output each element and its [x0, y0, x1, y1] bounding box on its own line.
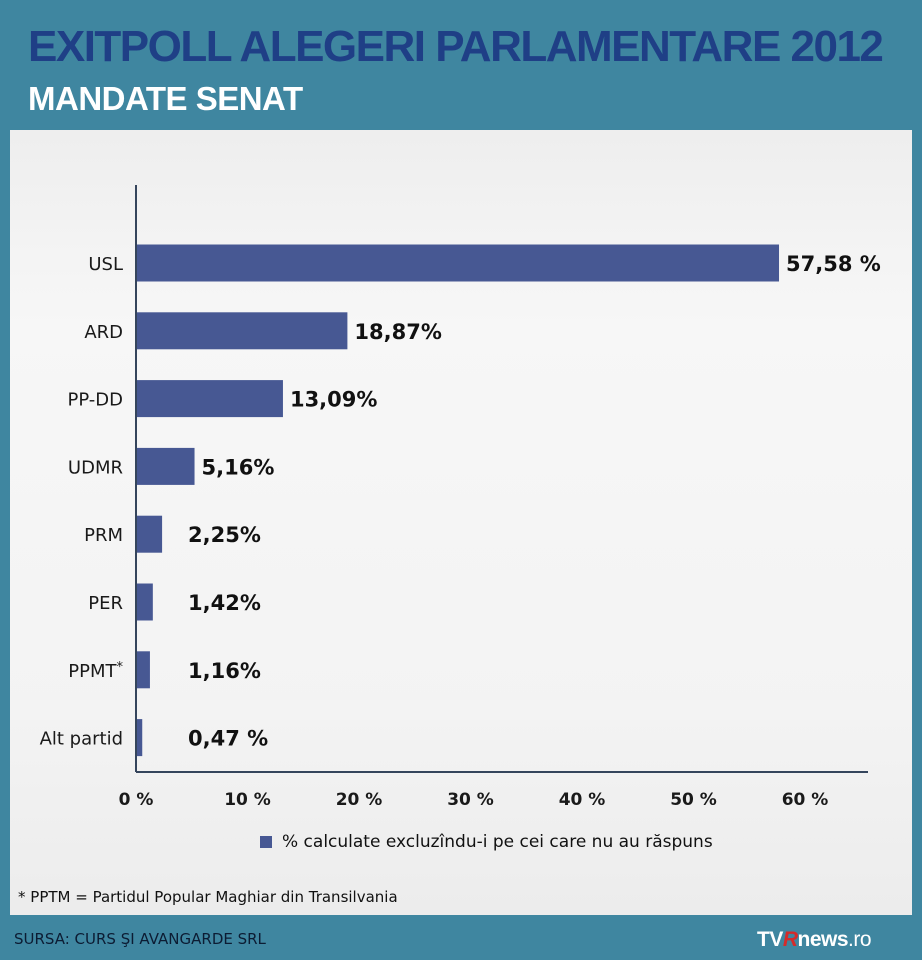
header: EXITPOLL ALEGERI PARLAMENTARE 2012 MANDA… [0, 0, 922, 130]
bar [137, 651, 150, 689]
category-marker: * [117, 660, 124, 675]
category-label: PRM [84, 525, 123, 546]
category-label: PER [88, 593, 123, 614]
bar [137, 515, 163, 553]
data-label: 18,87% [354, 320, 441, 344]
bar [137, 244, 780, 282]
category-label: UDMR [68, 457, 123, 478]
data-label: 57,58 % [786, 252, 881, 276]
x-tick-label: 20 % [336, 790, 383, 810]
bar [137, 719, 143, 757]
category-label: PP-DD [67, 390, 123, 411]
data-label: 0,47 % [188, 727, 268, 751]
chart-panel: 0 % 10 % 20 % 30 % 40 % 50 % 60 % USL 57,58 % ARD… [10, 130, 912, 915]
chart-title: EXITPOLL ALEGERI PARLAMENTARE 2012 [28, 22, 884, 71]
x-tick-label: 0 % [119, 790, 154, 810]
data-label: 2,25% [188, 523, 261, 547]
bar-chart: 0 % 10 % 20 % 30 % 40 % 50 % 60 % USL 57,58 % ARD… [40, 185, 881, 810]
footnote: * PPTM = Partidul Popular Maghiar din Tr… [18, 888, 398, 906]
x-tick-label: 60 % [782, 790, 829, 810]
bar [137, 447, 195, 485]
category-label: PPMT* [68, 660, 123, 682]
legend: % calculate excluzîndu-i pe cei care nu … [260, 832, 713, 852]
legend-label: % calculate excluzîndu-i pe cei care nu … [282, 832, 713, 852]
x-tick-label: 30 % [447, 790, 494, 810]
category-label: USL [88, 254, 123, 275]
data-label: 1,16% [188, 659, 261, 683]
chart-subtitle: MANDATE SENAT [28, 80, 303, 117]
bar [137, 583, 153, 621]
legend-swatch [260, 836, 272, 848]
bar [137, 312, 348, 350]
bar [137, 380, 283, 418]
data-label: 5,16% [202, 455, 275, 479]
data-label: 1,42% [188, 591, 261, 615]
tvr-news-logo: TVRnews.ro [757, 928, 872, 951]
category-label: ARD [84, 322, 123, 343]
x-tick-label: 40 % [559, 790, 606, 810]
x-tick-label: 10 % [224, 790, 271, 810]
x-tick-label: 50 % [670, 790, 717, 810]
source-credit: SURSA: CURS ŞI AVANGARDE SRL [14, 930, 266, 948]
data-label: 13,09% [290, 388, 377, 412]
category-label: Alt partid [40, 729, 123, 750]
